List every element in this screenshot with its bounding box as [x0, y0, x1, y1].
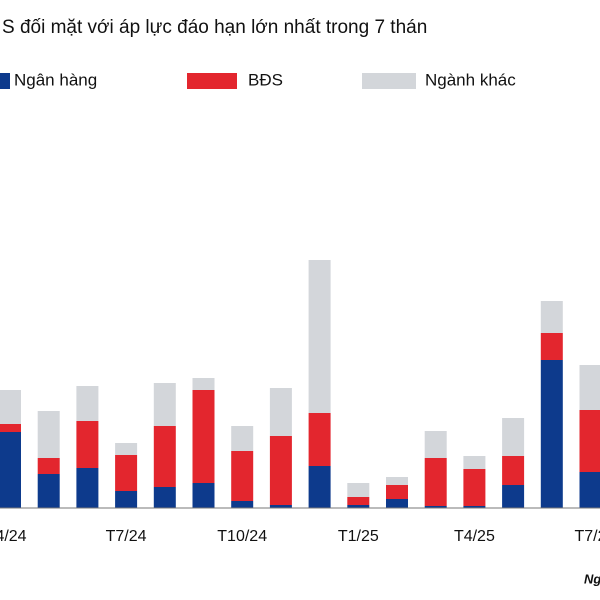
legend-swatch: [187, 73, 237, 89]
bar-segment: [347, 483, 370, 497]
bar-segment: [269, 436, 292, 505]
bar-segment: [424, 431, 447, 458]
x-tick-label: 4/24: [0, 528, 27, 545]
bar-segment: [502, 418, 525, 456]
bar-segment: [386, 485, 408, 499]
bar-segment: [231, 426, 254, 451]
bar-segment: [115, 491, 138, 508]
bar-segment: [115, 455, 138, 491]
x-tick-label: T4/25: [454, 528, 495, 545]
bar-segment: [424, 506, 447, 508]
bar-segment: [153, 426, 176, 487]
bar-segment: [192, 390, 215, 483]
legend-swatch: [0, 73, 10, 89]
bar-segment: [153, 383, 176, 426]
bar-segment: [192, 483, 215, 508]
bar-segment: [0, 432, 21, 508]
bar-segment: [231, 501, 254, 508]
legend-swatch: [362, 73, 416, 89]
bar-segment: [386, 477, 408, 485]
legend-label: BĐS: [248, 70, 283, 89]
legend-label: Ngân hàng: [14, 70, 97, 89]
bar-segment: [76, 421, 99, 468]
bar-segment: [76, 468, 99, 508]
x-tick-label: T7/2: [574, 528, 600, 545]
bar-segment: [308, 413, 331, 466]
bar-segment: [579, 472, 600, 508]
bar-segment: [0, 424, 21, 432]
bar-segment: [463, 456, 486, 469]
legend-label: Ngành khác: [425, 70, 516, 89]
bar-segment: [540, 333, 563, 360]
x-tick-label: T7/24: [106, 528, 147, 545]
bar-segment: [269, 505, 292, 508]
bar-segment: [37, 474, 60, 508]
bar-segment: [308, 260, 331, 413]
bar-segment: [0, 390, 21, 424]
source-note: Ng: [584, 571, 600, 586]
bar-segment: [386, 499, 408, 508]
bar-segment: [115, 443, 138, 455]
bar-segment: [37, 411, 60, 458]
bar-segment: [463, 506, 486, 508]
bar-segment: [231, 451, 254, 501]
bar-segment: [347, 497, 370, 505]
x-tick-label: T10/24: [217, 528, 267, 545]
bar-segment: [463, 469, 486, 506]
bar-segment: [579, 365, 600, 410]
bar-segment: [424, 458, 447, 506]
bar-segment: [37, 458, 60, 474]
bar-segment: [502, 485, 525, 508]
bar-segment: [579, 410, 600, 472]
x-tick-label: T1/25: [338, 528, 379, 545]
bar-segment: [540, 360, 563, 508]
bar-segment: [153, 487, 176, 508]
bar-segment: [192, 378, 215, 390]
bar-segment: [308, 466, 331, 508]
bar-segment: [76, 386, 99, 421]
bar-segment: [347, 505, 370, 508]
bar-segment: [502, 456, 525, 485]
bar-segment: [540, 301, 563, 333]
bar-segment: [269, 388, 292, 436]
chart-title: S đối mặt với áp lực đáo hạn lớn nhất tr…: [2, 17, 427, 38]
